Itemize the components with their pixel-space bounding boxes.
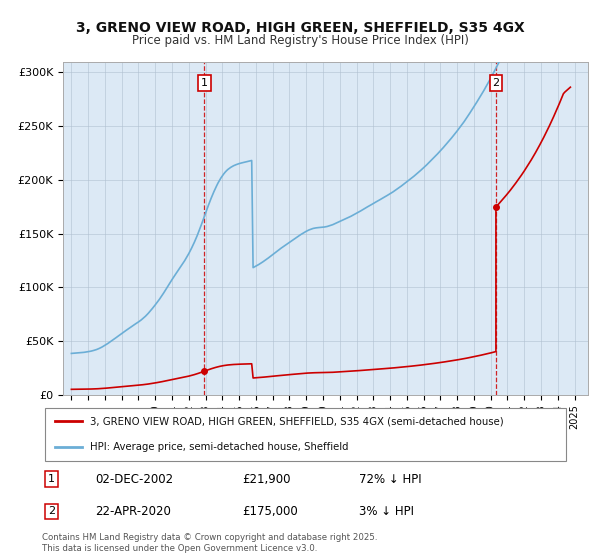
Text: 3, GRENO VIEW ROAD, HIGH GREEN, SHEFFIELD, S35 4GX: 3, GRENO VIEW ROAD, HIGH GREEN, SHEFFIEL… xyxy=(76,21,524,35)
Text: 3, GRENO VIEW ROAD, HIGH GREEN, SHEFFIELD, S35 4GX (semi-detached house): 3, GRENO VIEW ROAD, HIGH GREEN, SHEFFIEL… xyxy=(89,417,503,426)
Text: Contains HM Land Registry data © Crown copyright and database right 2025.
This d: Contains HM Land Registry data © Crown c… xyxy=(42,533,377,553)
Text: 1: 1 xyxy=(201,78,208,88)
Text: 3% ↓ HPI: 3% ↓ HPI xyxy=(359,505,414,518)
Text: 22-APR-2020: 22-APR-2020 xyxy=(95,505,170,518)
Text: 1: 1 xyxy=(48,474,55,484)
Text: 72% ↓ HPI: 72% ↓ HPI xyxy=(359,473,421,486)
Text: 02-DEC-2002: 02-DEC-2002 xyxy=(95,473,173,486)
Text: 2: 2 xyxy=(48,506,55,516)
Text: Price paid vs. HM Land Registry's House Price Index (HPI): Price paid vs. HM Land Registry's House … xyxy=(131,34,469,46)
Text: £175,000: £175,000 xyxy=(242,505,298,518)
FancyBboxPatch shape xyxy=(44,408,566,461)
Text: £21,900: £21,900 xyxy=(242,473,291,486)
Text: 2: 2 xyxy=(493,78,499,88)
Text: HPI: Average price, semi-detached house, Sheffield: HPI: Average price, semi-detached house,… xyxy=(89,442,348,452)
